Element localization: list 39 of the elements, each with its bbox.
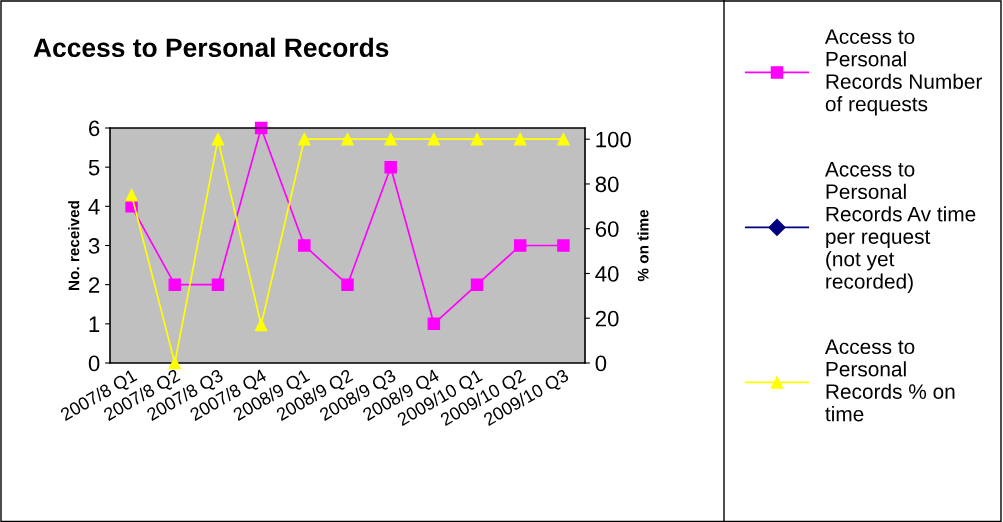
y2-tick-label: 80	[595, 176, 619, 193]
point	[427, 317, 441, 331]
point	[211, 132, 225, 146]
point	[384, 132, 397, 146]
point	[470, 278, 484, 291]
legend-label: Access to Personal Records Number of requests	[824, 29, 983, 116]
y-tick-label: 2	[89, 277, 100, 293]
point	[427, 132, 441, 146]
chart-title: Access to Personal Records	[33, 37, 389, 58]
y2-tick-label: 60	[595, 221, 619, 237]
point	[384, 160, 397, 174]
legend-label: Access to Personal Records % on time	[824, 339, 955, 422]
y2-tick-label: 20	[595, 310, 619, 327]
point	[125, 188, 138, 202]
point	[211, 278, 225, 291]
point	[513, 132, 527, 146]
y-tick-label: 4	[88, 199, 100, 215]
y2-tick-label: 40	[595, 266, 619, 282]
point	[513, 239, 527, 252]
point	[168, 278, 182, 291]
y-tick-label: 1	[89, 316, 100, 332]
y-tick-label: 6	[89, 120, 100, 137]
legend-label: Access to Personal Records Av time per request (not yet recorded)	[824, 162, 976, 293]
y-tick-label: 5	[88, 159, 100, 176]
y2-axis-title: % on time	[637, 209, 649, 282]
y2-tick-label: 100	[596, 131, 631, 148]
point	[341, 278, 354, 291]
point	[168, 356, 182, 370]
point	[557, 132, 570, 146]
point	[470, 132, 484, 146]
point	[298, 239, 311, 252]
y-tick-label: 0	[88, 355, 100, 372]
point	[298, 132, 311, 146]
y2-tick-label: 0	[595, 355, 607, 372]
y-tick-label: 3	[88, 238, 100, 254]
point	[557, 239, 570, 252]
point	[341, 132, 354, 146]
point	[254, 318, 268, 332]
y-axis-title: No. received	[68, 201, 80, 290]
